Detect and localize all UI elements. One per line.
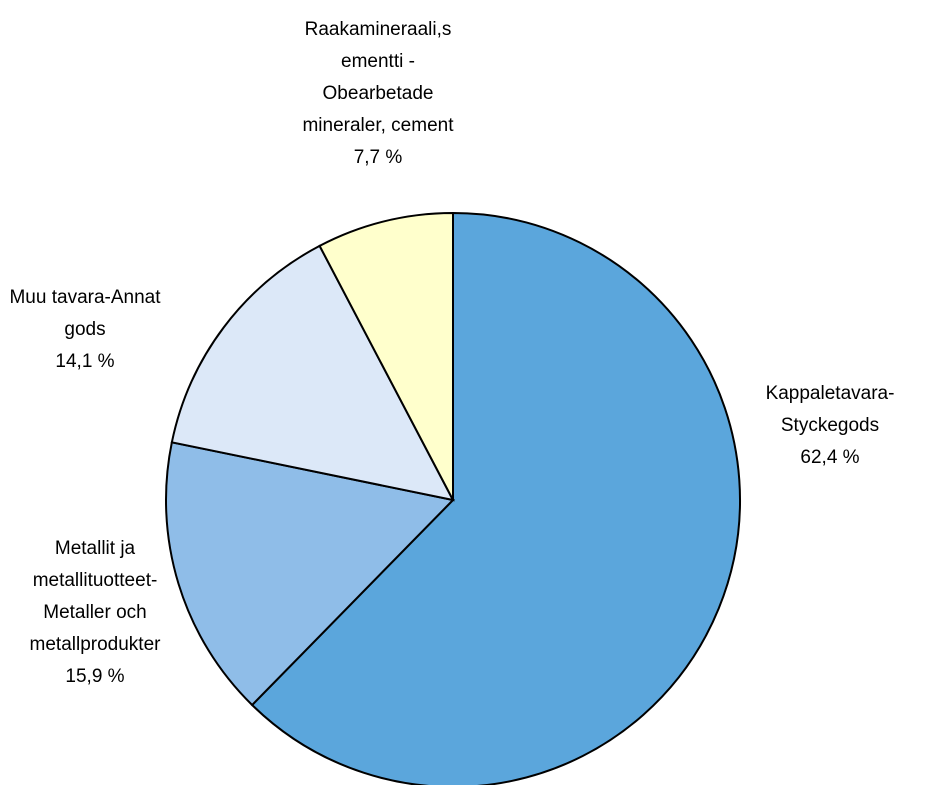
slice-label: Raakamineraali,s ementti - Obearbetade m… [248, 14, 508, 174]
slice-value: 62,4 % [800, 447, 860, 468]
slice-label: Kappaletavara- Styckegods 62,4 % [700, 378, 927, 474]
slice-name: Raakamineraali,s ementti - Obearbetade m… [302, 19, 454, 136]
slice-value: 7,7 % [353, 147, 403, 168]
pie-slice [318, 211, 454, 501]
slice-value: 14,1 % [55, 351, 115, 372]
slice-name: Kappaletavara- Styckegods [765, 383, 895, 436]
slice-value: 15,9 % [65, 666, 125, 687]
slice-name: Metallit ja metallituotteet- Metaller oc… [29, 538, 161, 655]
pie-slice [170, 244, 455, 502]
slice-label: Muu tavara-Annat gods 14,1 % [0, 282, 215, 378]
pie-slice [250, 211, 741, 785]
slice-name: Muu tavara-Annat gods [9, 287, 161, 340]
slice-label: Metallit ja metallituotteet- Metaller oc… [0, 533, 225, 693]
pie-slice [165, 441, 455, 707]
